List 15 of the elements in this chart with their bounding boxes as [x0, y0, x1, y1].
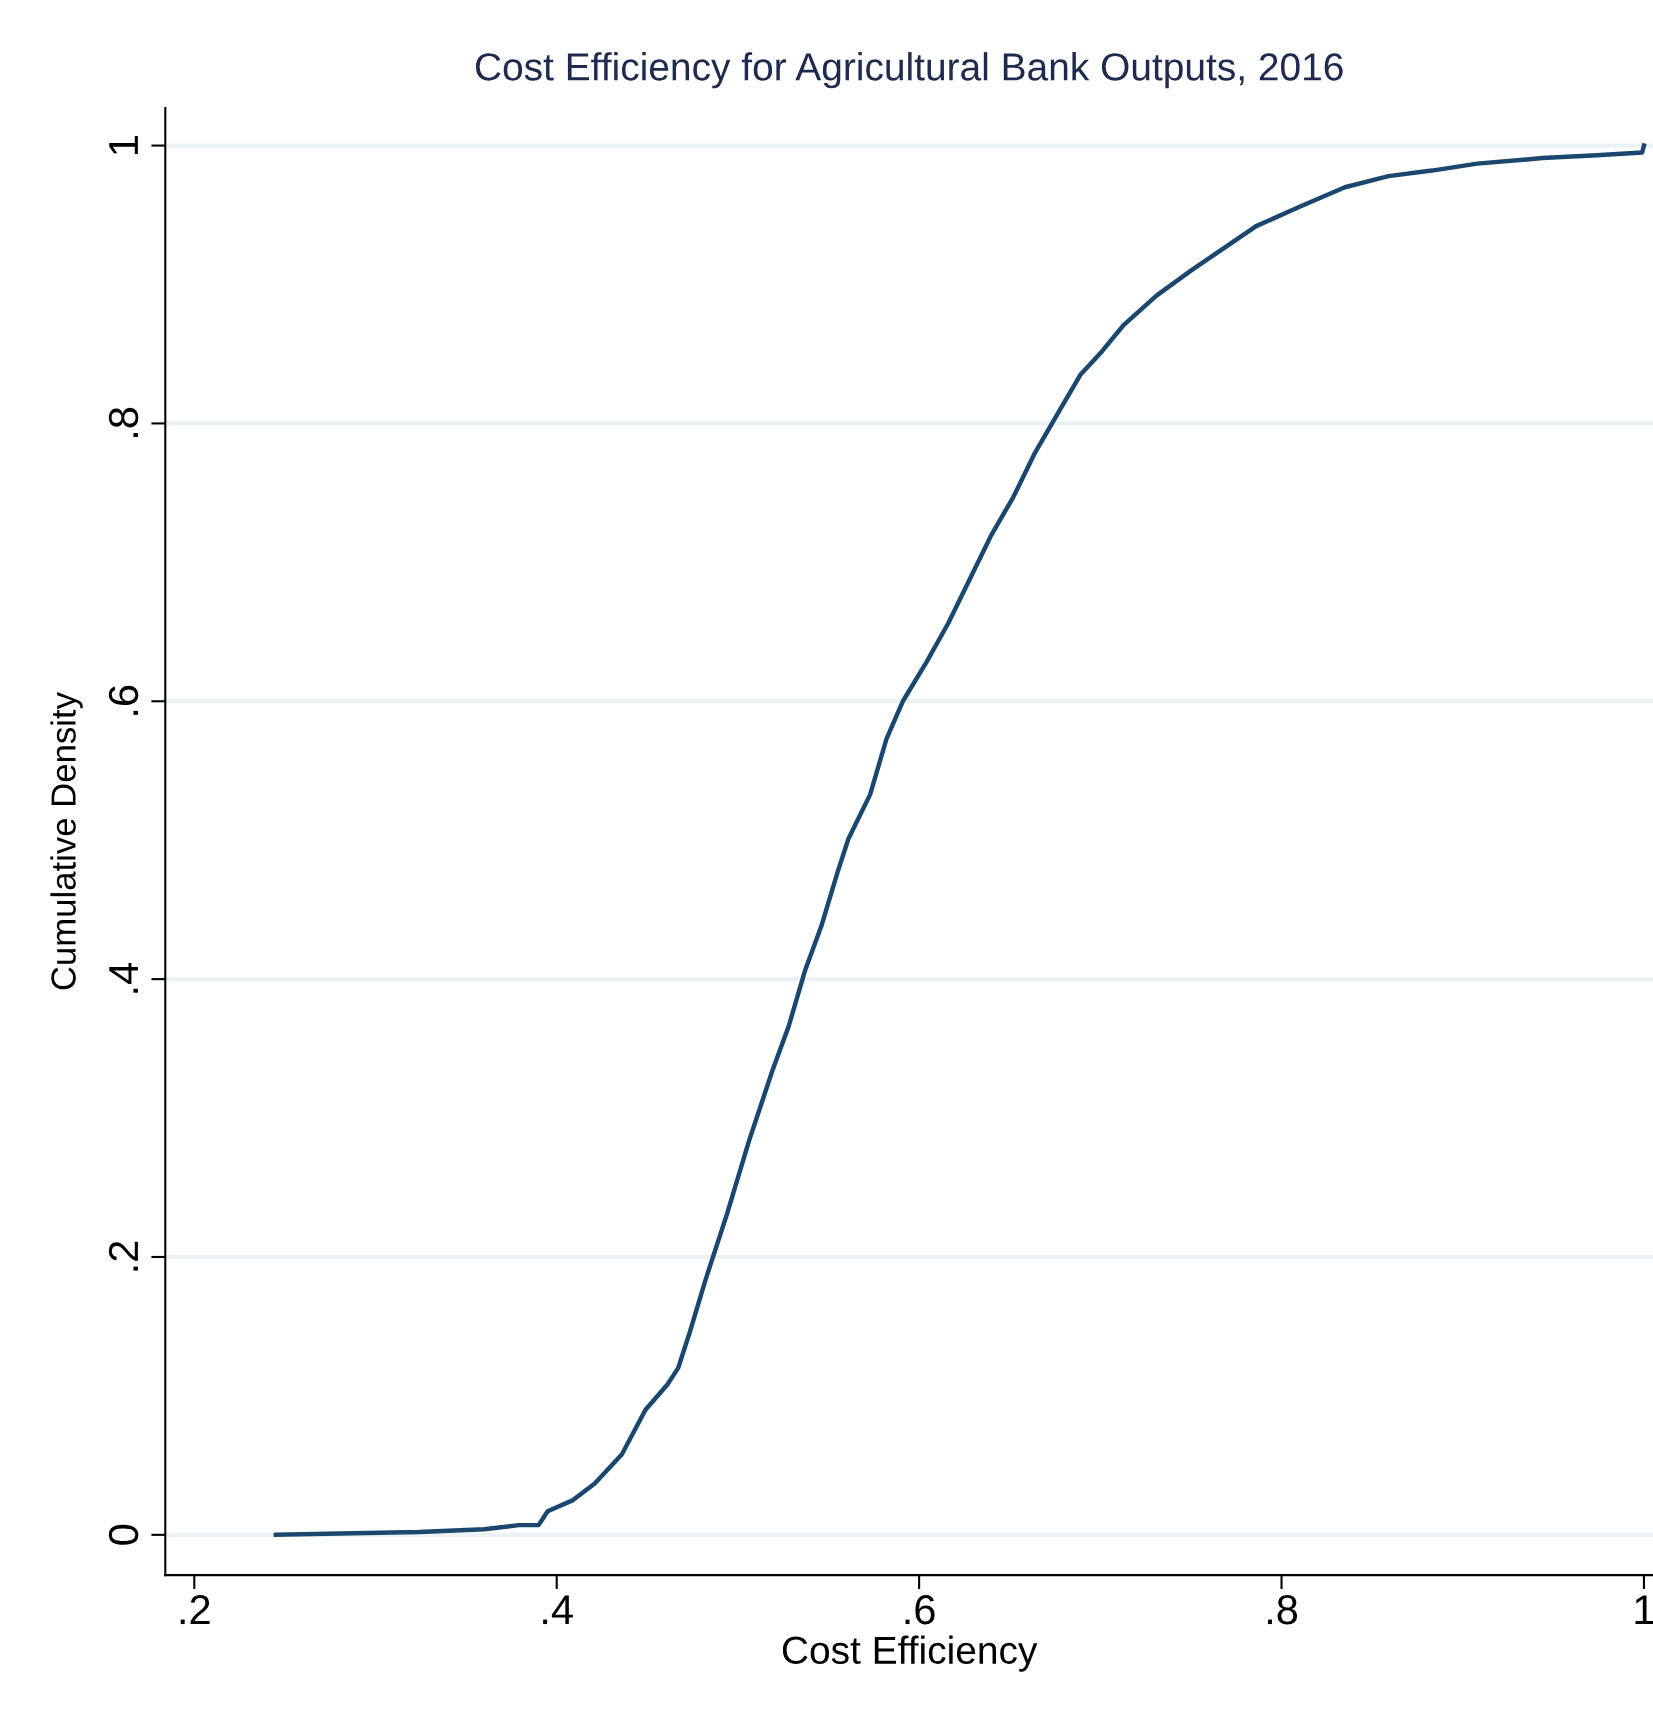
y-tick-label: 1 — [109, 136, 138, 154]
line-series — [273, 143, 1647, 1538]
y-tick-label: .6 — [108, 685, 139, 715]
x-tick-label: 1 — [1635, 1595, 1653, 1625]
x-tick-label: .2 — [180, 1594, 210, 1625]
x-axis-title: Cost Efficiency — [782, 1635, 1038, 1672]
x-tick-label: .4 — [543, 1595, 573, 1625]
y-tick-label: .2 — [108, 1241, 138, 1271]
x-tick-label: .6 — [905, 1594, 935, 1625]
chart-title: Cost Efficiency for Agricultural Bank Outputs, 2016 — [475, 52, 1343, 89]
y-tick-label: .8 — [108, 407, 139, 437]
y-tick-label: 0 — [108, 1524, 139, 1545]
x-tick-label: .8 — [1267, 1594, 1298, 1625]
y-axis-title: Cumulative Density — [50, 692, 83, 990]
y-tick-label: .4 — [109, 962, 138, 993]
